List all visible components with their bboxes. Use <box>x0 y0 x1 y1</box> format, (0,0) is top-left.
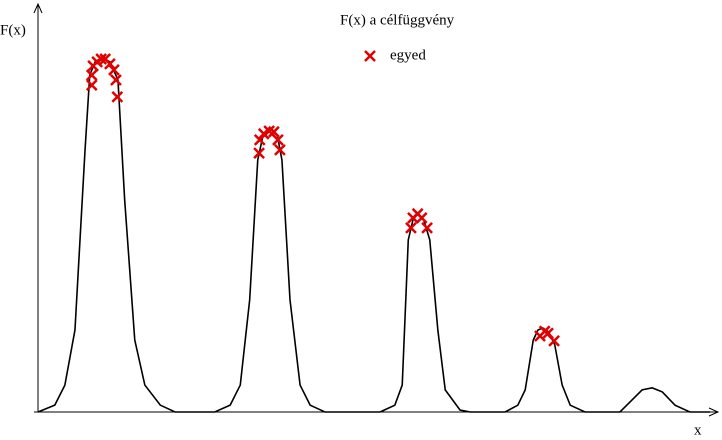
individual-marker <box>274 144 286 156</box>
individual-marker <box>267 125 280 138</box>
individual-marker <box>253 133 266 146</box>
legend: F(x) a célfüggvény egyed <box>340 12 455 63</box>
legend-label: F(x) a célfüggvény <box>340 12 455 28</box>
individual-marker <box>421 222 433 234</box>
x-axis-label: x <box>694 422 702 438</box>
individual-marker <box>104 57 116 70</box>
legend-label: egyed <box>390 47 426 63</box>
individual-marker <box>415 211 428 224</box>
individual-marker <box>108 64 120 76</box>
function-curve <box>37 56 710 413</box>
individual-marker <box>253 147 265 159</box>
y-axis-label: F(x) <box>0 22 26 38</box>
individual-marker <box>272 133 284 146</box>
x-axis-arrow <box>708 407 720 417</box>
individual-marker <box>85 69 98 82</box>
y-axis-arrow <box>33 2 43 14</box>
individual-marker <box>110 74 122 86</box>
individual-marker <box>95 53 108 65</box>
individual-marker <box>111 90 124 103</box>
individual-marker <box>405 222 417 234</box>
individual-marker <box>85 79 98 92</box>
legend-marker <box>364 50 376 62</box>
individual-marker <box>548 334 560 347</box>
